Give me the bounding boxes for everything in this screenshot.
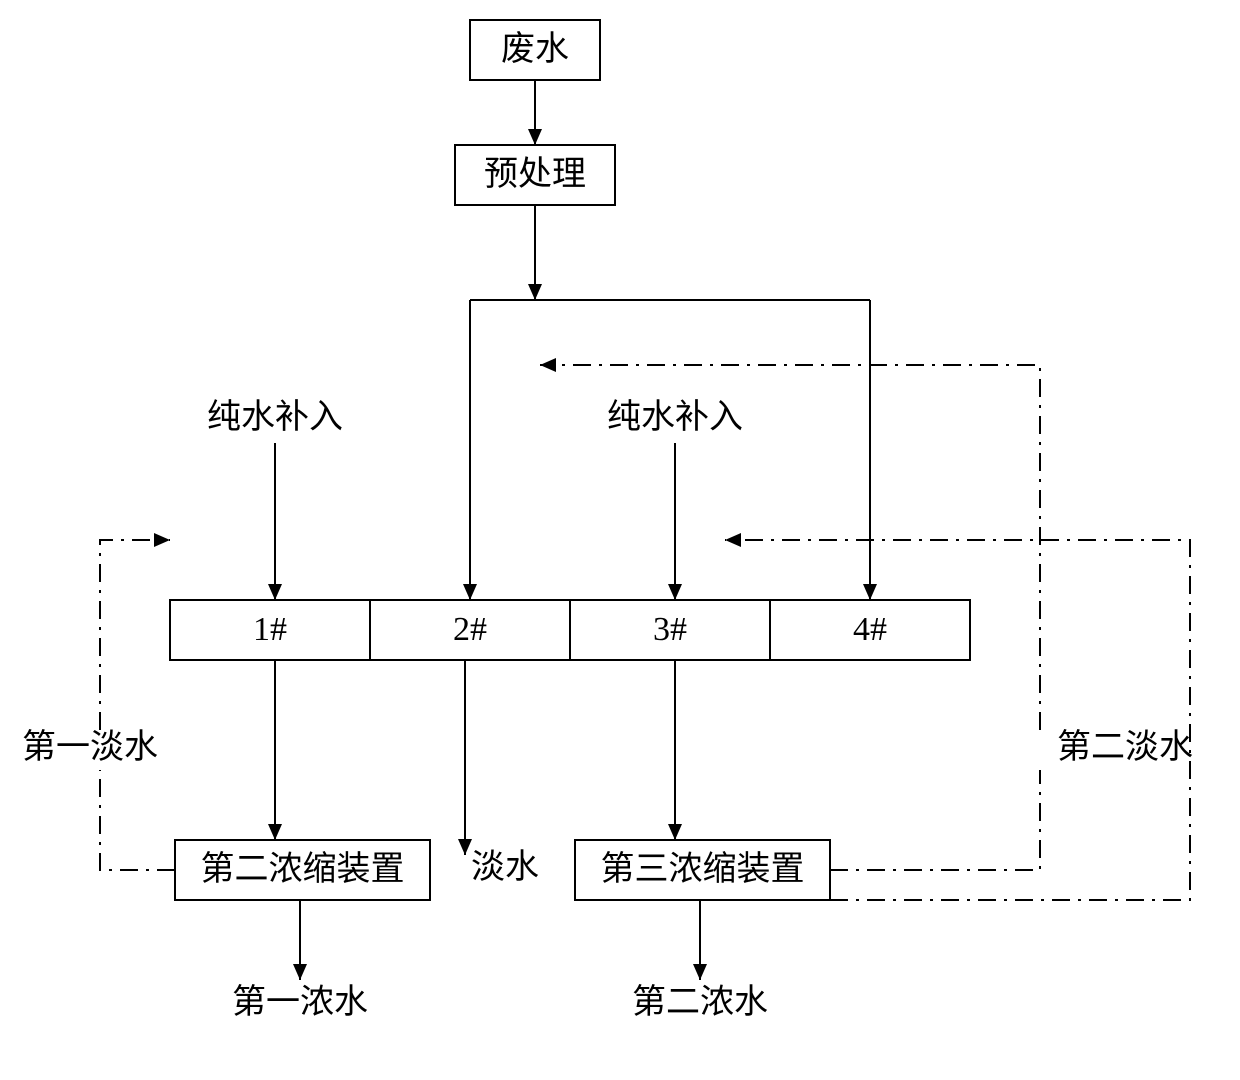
concentrator2-label: 第二浓缩装置 — [201, 850, 405, 888]
cell1-label: 1# — [253, 611, 287, 648]
cell4-label: 4# — [853, 611, 887, 648]
label-second_fresh: 第二淡水 — [1057, 728, 1193, 766]
concentrator3-label: 第三浓缩装置 — [601, 850, 805, 888]
label-first_fresh: 第一淡水 — [22, 728, 158, 766]
label-fresh: 淡水 — [471, 849, 539, 886]
pretreat-label: 预处理 — [484, 156, 586, 193]
cell2-label: 2# — [453, 611, 487, 648]
label-pure2: 纯水补入 — [607, 398, 743, 436]
label-first_conc: 第一浓水 — [232, 983, 368, 1021]
wastewater-label: 废水 — [501, 30, 569, 68]
cell3-label: 3# — [653, 611, 687, 648]
label-pure1: 纯水补入 — [207, 398, 343, 436]
label-second_conc: 第二浓水 — [632, 983, 768, 1021]
